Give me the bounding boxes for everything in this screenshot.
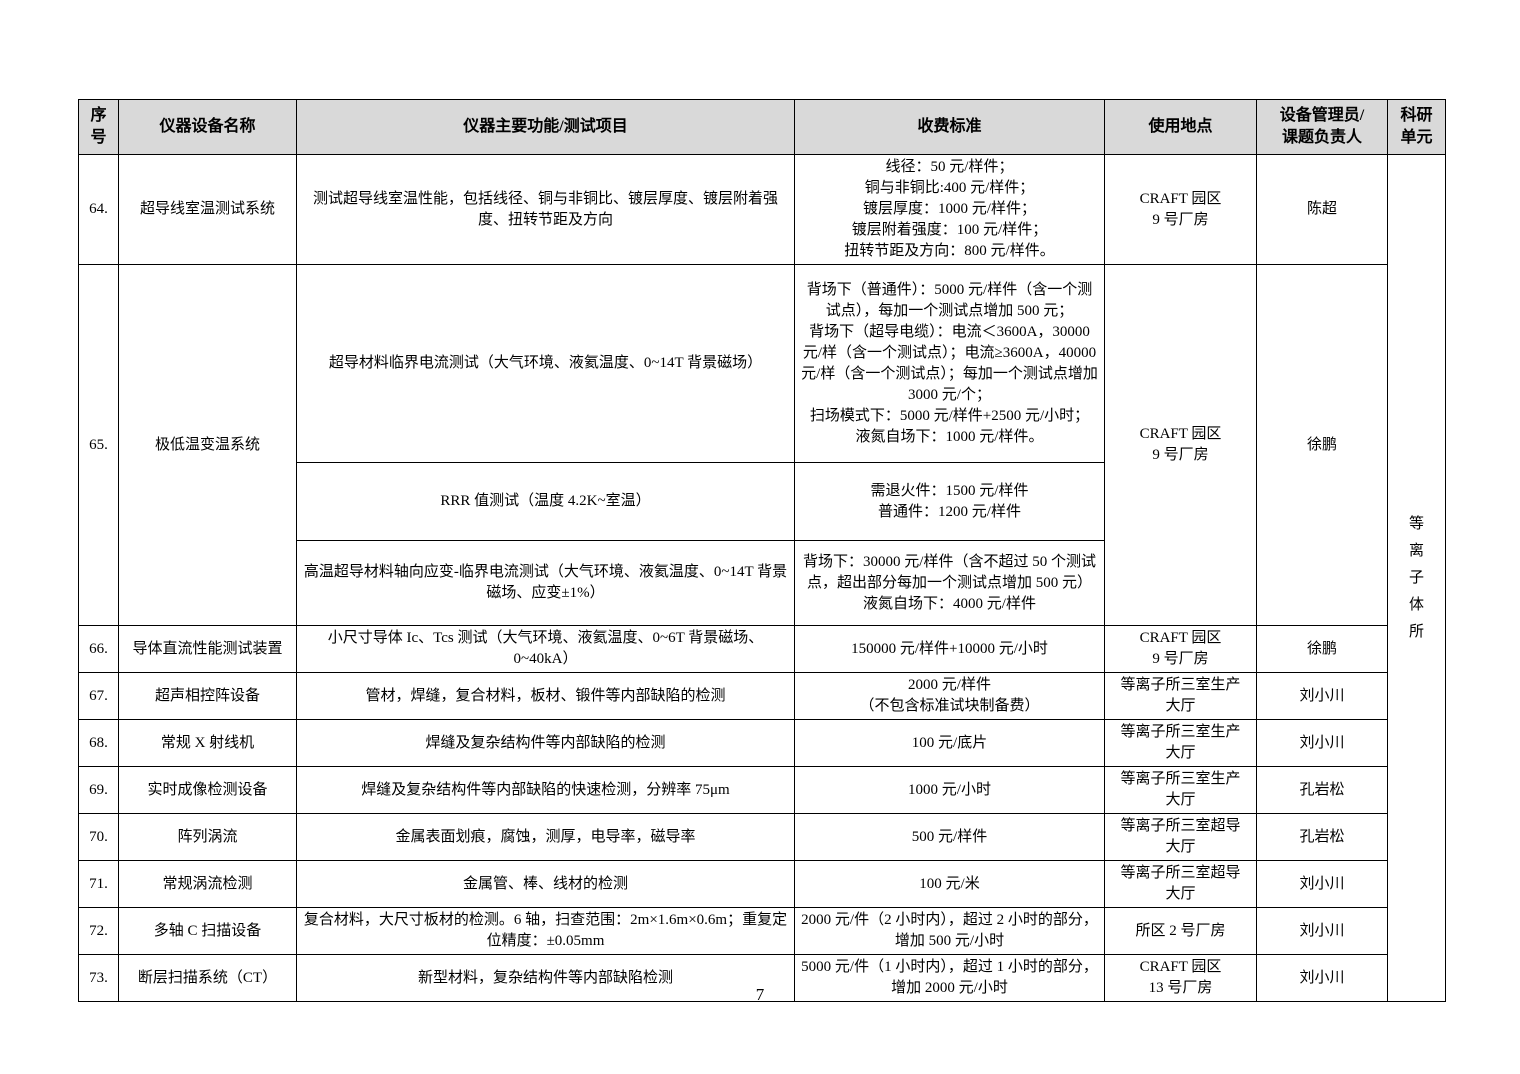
cell-r66-location: CRAFT 园区 9 号厂房 (1104, 625, 1257, 673)
col-header-fee: 收费标准 (794, 99, 1105, 155)
cell-r71-location: 等离子所三室超导 大厅 (1104, 860, 1257, 908)
cell-r71-serial: 71. (78, 860, 119, 908)
cell-r67-location: 等离子所三室生产 大厅 (1104, 672, 1257, 720)
table-row: 66. 导体直流性能测试装置 小尺寸导体 Ic、Tcs 测试（大气环境、液氦温度… (78, 625, 1446, 673)
table-row: 68. 常规 X 射线机 焊缝及复杂结构件等内部缺陷的检测 100 元/底片 等… (78, 719, 1446, 767)
cell-r70-function: 金属表面划痕，腐蚀，测厚，电导率，磁导率 (296, 813, 795, 861)
table-row: 69. 实时成像检测设备 焊缝及复杂结构件等内部缺陷的快速检测，分辨率 75μm… (78, 766, 1446, 814)
cell-r64-fee: 线径：50 元/样件； 铜与非铜比:400 元/样件； 镀层厚度：1000 元/… (794, 154, 1105, 265)
cell-r65-sub1-function: 超导材料临界电流测试（大气环境、液氦温度、0~14T 背景磁场） (296, 264, 795, 463)
cell-r72-serial: 72. (78, 907, 119, 955)
cell-r65-sub2-function: RRR 值测试（温度 4.2K~室温） (296, 462, 795, 541)
cell-r68-location: 等离子所三室生产 大厅 (1104, 719, 1257, 767)
cell-r65-sub3-function: 高温超导材料轴向应变-临界电流测试（大气环境、液氦温度、0~14T 背景磁场、应… (296, 540, 795, 626)
cell-r66-fee: 150000 元/样件+10000 元/小时 (794, 625, 1105, 673)
cell-r64-function: 测试超导线室温性能，包括线径、铜与非铜比、镀层厚度、镀层附着强度、扭转节距及方向 (296, 154, 795, 265)
cell-r65-sub2-fee: 需退火件：1500 元/样件 普通件：1200 元/样件 (794, 462, 1105, 541)
cell-r71-function: 金属管、棒、线材的检测 (296, 860, 795, 908)
cell-r73-manager: 刘小川 (1256, 954, 1388, 1002)
cell-r64-name: 超导线室温测试系统 (118, 154, 297, 265)
cell-r65-location: CRAFT 园区 9 号厂房 (1104, 264, 1257, 626)
cell-r71-name: 常规涡流检测 (118, 860, 297, 908)
cell-r69-fee: 1000 元/小时 (794, 766, 1105, 814)
cell-r65-sub3-fee: 背场下：30000 元/样件（含不超过 50 个测试点，超出部分每加一个测试点增… (794, 540, 1105, 626)
cell-r68-manager: 刘小川 (1256, 719, 1388, 767)
cell-r72-location: 所区 2 号厂房 (1104, 907, 1257, 955)
cell-r66-serial: 66. (78, 625, 119, 673)
cell-r71-manager: 刘小川 (1256, 860, 1388, 908)
cell-r67-function: 管材，焊缝，复合材料，板材、锻件等内部缺陷的检测 (296, 672, 795, 720)
cell-r66-manager: 徐鹏 (1256, 625, 1388, 673)
cell-r65-sub1-fee: 背场下（普通件）：5000 元/样件（含一个测试点），每加一个测试点增加 500… (794, 264, 1105, 463)
col-header-location: 使用地点 (1104, 99, 1257, 155)
cell-r72-manager: 刘小川 (1256, 907, 1388, 955)
cell-r68-fee: 100 元/底片 (794, 719, 1105, 767)
col-header-function: 仪器主要功能/测试项目 (296, 99, 795, 155)
cell-research-unit: 等离子体所 (1387, 154, 1446, 1002)
research-unit-vertical-text: 等离子体所 (1408, 515, 1424, 640)
cell-r68-serial: 68. (78, 719, 119, 767)
cell-r68-name: 常规 X 射线机 (118, 719, 297, 767)
col-header-serial: 序 号 (78, 99, 119, 155)
cell-r67-name: 超声相控阵设备 (118, 672, 297, 720)
table-row: 71. 常规涡流检测 金属管、棒、线材的检测 100 元/米 等离子所三室超导 … (78, 860, 1446, 908)
cell-r66-function: 小尺寸导体 Ic、Tcs 测试（大气环境、液氦温度、0~6T 背景磁场、0~40… (296, 625, 795, 673)
cell-r73-name: 断层扫描系统（CT） (118, 954, 297, 1002)
table-row: 64. 超导线室温测试系统 测试超导线室温性能，包括线径、铜与非铜比、镀层厚度、… (78, 154, 1446, 1002)
cell-r73-location: CRAFT 园区 13 号厂房 (1104, 954, 1257, 1002)
table-row: 73. 断层扫描系统（CT） 新型材料，复杂结构件等内部缺陷检测 5000 元/… (78, 954, 1446, 1002)
cell-r72-name: 多轴 C 扫描设备 (118, 907, 297, 955)
cell-r70-serial: 70. (78, 813, 119, 861)
cell-r67-serial: 67. (78, 672, 119, 720)
cell-r67-fee: 2000 元/样件 （不包含标准试块制备费） (794, 672, 1105, 720)
cell-r69-function: 焊缝及复杂结构件等内部缺陷的快速检测，分辨率 75μm (296, 766, 795, 814)
page-number: 7 (755, 985, 765, 1004)
cell-r65-name: 极低温变温系统 (118, 264, 297, 626)
cell-r70-fee: 500 元/样件 (794, 813, 1105, 861)
cell-r70-manager: 孔岩松 (1256, 813, 1388, 861)
equipment-fee-table: 序 号 仪器设备名称 仪器主要功能/测试项目 收费标准 使用地点 设备管理员/ … (78, 99, 1446, 1002)
table-row: RRR 值测试（温度 4.2K~室温） 需退火件：1500 元/样件 普通件：1… (79, 462, 1446, 541)
table-row: 72. 多轴 C 扫描设备 复合材料，大尺寸板材的检测。6 轴，扫查范围：2m×… (78, 907, 1446, 955)
cell-r72-fee: 2000 元/件（2 小时内），超过 2 小时的部分，增加 500 元/小时 (794, 907, 1105, 955)
cell-r70-name: 阵列涡流 (118, 813, 297, 861)
cell-r65-manager: 徐鹏 (1256, 264, 1388, 626)
cell-r71-fee: 100 元/米 (794, 860, 1105, 908)
cell-r69-location: 等离子所三室生产 大厅 (1104, 766, 1257, 814)
col-header-unit: 科研 单元 (1387, 99, 1446, 155)
cell-r69-serial: 69. (78, 766, 119, 814)
table-row: 高温超导材料轴向应变-临界电流测试（大气环境、液氦温度、0~14T 背景磁场、应… (79, 540, 1446, 626)
cell-r73-fee: 5000 元/件（1 小时内），超过 1 小时的部分，增加 2000 元/小时 (794, 954, 1105, 1002)
table-header-row: 序 号 仪器设备名称 仪器主要功能/测试项目 收费标准 使用地点 设备管理员/ … (78, 99, 1446, 155)
table-row: 67. 超声相控阵设备 管材，焊缝，复合材料，板材、锻件等内部缺陷的检测 200… (78, 672, 1446, 720)
table-row: 70. 阵列涡流 金属表面划痕，腐蚀，测厚，电导率，磁导率 500 元/样件 等… (78, 813, 1446, 861)
cell-r72-function: 复合材料，大尺寸板材的检测。6 轴，扫查范围：2m×1.6m×0.6m；重复定位… (296, 907, 795, 955)
cell-r65-serial: 65. (78, 264, 119, 626)
table-row: 65. 极低温变温系统 超导材料临界电流测试（大气环境、液氦温度、0~14T 背… (78, 264, 1446, 626)
cell-r66-name: 导体直流性能测试装置 (118, 625, 297, 673)
cell-r69-name: 实时成像检测设备 (118, 766, 297, 814)
cell-r69-manager: 孔岩松 (1256, 766, 1388, 814)
cell-r64-location: CRAFT 园区 9 号厂房 (1104, 154, 1257, 265)
cell-r67-manager: 刘小川 (1256, 672, 1388, 720)
cell-r70-location: 等离子所三室超导 大厅 (1104, 813, 1257, 861)
cell-r73-function: 新型材料，复杂结构件等内部缺陷检测 (296, 954, 795, 1002)
col-header-equipment-name: 仪器设备名称 (118, 99, 297, 155)
cell-r68-function: 焊缝及复杂结构件等内部缺陷的检测 (296, 719, 795, 767)
cell-r64-serial: 64. (78, 154, 119, 265)
cell-r64-manager: 陈超 (1256, 154, 1388, 265)
col-header-manager: 设备管理员/ 课题负责人 (1256, 99, 1388, 155)
